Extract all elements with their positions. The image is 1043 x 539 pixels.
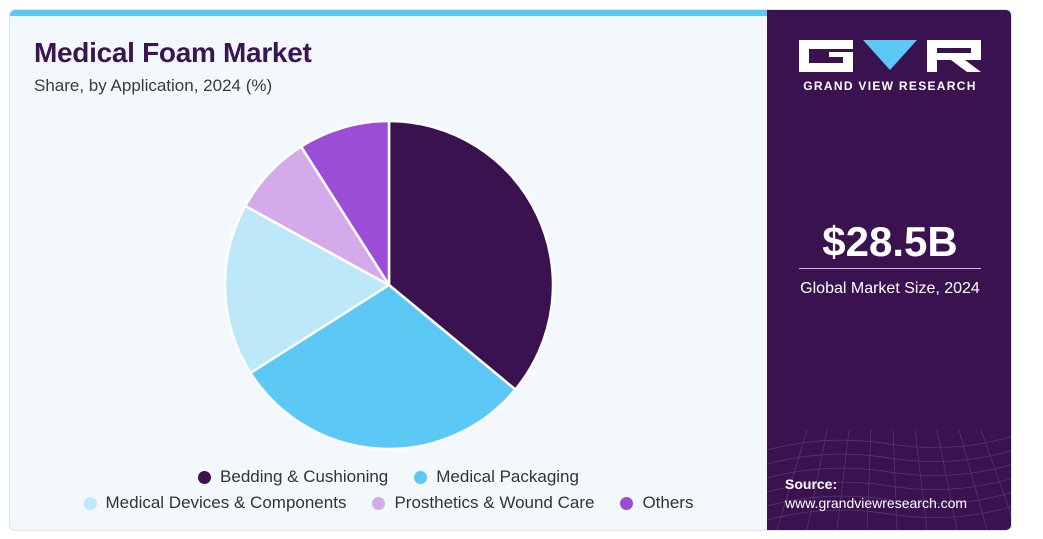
legend-label-medical-packaging: Medical Packaging xyxy=(436,467,579,486)
legend-swatch-medical-packaging xyxy=(414,470,428,484)
pie-slice-others xyxy=(299,119,391,287)
pie-slice-medical-devices-components xyxy=(223,204,391,375)
legend-swatch-prosthetics-wound-care xyxy=(372,496,386,510)
legend-label-prosthetics-wound-care: Prosthetics & Wound Care xyxy=(394,493,595,512)
market-size-label: Global Market Size, 2024 xyxy=(800,280,980,297)
legend-label-others: Others xyxy=(642,493,694,512)
legend-item-bedding-cushioning: Bedding & Cushioning xyxy=(198,467,388,487)
chart-title: Medical Foam Market xyxy=(34,37,312,68)
legend-swatch-medical-devices-components xyxy=(83,496,97,510)
gvr-logo-icon xyxy=(799,40,981,72)
top-accent-bar xyxy=(10,10,767,16)
legend-swatch-others xyxy=(620,496,634,510)
market-size-value: $28.5B xyxy=(822,218,958,265)
chart-panel: Medical Foam Market Share, by Applicatio… xyxy=(10,10,767,530)
pie-chart xyxy=(223,119,555,451)
legend-item-others: Others xyxy=(620,493,693,513)
legend-item-medical-devices-components: Medical Devices & Components xyxy=(83,493,347,513)
pie-slice-medical-packaging xyxy=(249,283,517,451)
legend-label-medical-devices-components: Medical Devices & Components xyxy=(105,493,347,512)
source-url[interactable]: www.grandviewresearch.com xyxy=(785,495,968,511)
legend-item-prosthetics-wound-care: Prosthetics & Wound Care xyxy=(372,493,594,513)
grid-background-pattern xyxy=(767,429,1011,530)
legend-row-2: Medical Devices & Components Prosthetics… xyxy=(10,493,767,513)
chart-subtitle: Share, by Application, 2024 (%) xyxy=(34,76,273,95)
pie-slice-bedding-cushioning xyxy=(387,119,555,391)
chart-card: Medical Foam Market Share, by Applicatio… xyxy=(9,9,1012,531)
market-size-divider xyxy=(799,268,981,269)
legend-item-medical-packaging: Medical Packaging xyxy=(414,467,579,487)
sidebar-panel: GRAND VIEW RESEARCH $28.5B Global Market… xyxy=(767,10,1011,530)
legend-row-1: Bedding & Cushioning Medical Packaging xyxy=(10,467,767,487)
legend-label-bedding-cushioning: Bedding & Cushioning xyxy=(220,467,389,486)
source-label: Source: xyxy=(785,476,838,492)
legend-swatch-bedding-cushioning xyxy=(198,470,212,484)
brand-name: GRAND VIEW RESEARCH xyxy=(803,79,977,93)
